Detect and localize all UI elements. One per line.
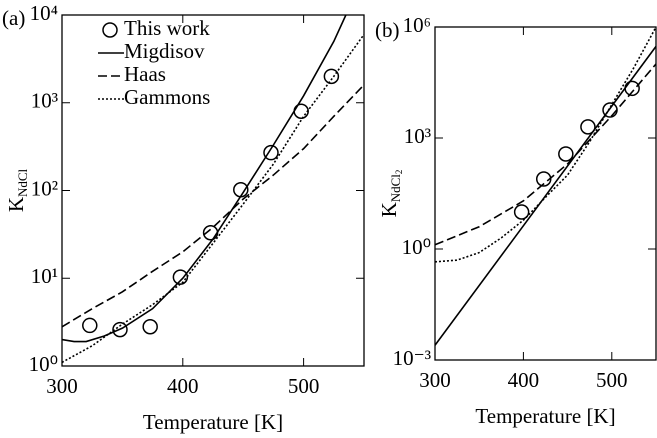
data-point	[513, 204, 530, 220]
legend-label: This work	[124, 16, 210, 40]
y-label-subsub: 2	[394, 170, 404, 175]
y-tick-label: 10⁻³	[393, 346, 431, 370]
x-axis-label: Temperature [K]	[143, 410, 283, 434]
data-point	[172, 269, 189, 285]
plot-frame	[434, 26, 657, 361]
line-series	[62, 84, 364, 328]
x-tick-label: 500	[288, 374, 320, 398]
data-point	[112, 321, 128, 338]
y-label-sub: NdCl	[388, 174, 403, 203]
x-tick-label: 500	[596, 368, 628, 392]
x-tick-label: 300	[419, 368, 451, 392]
y-tick-label: 10³	[31, 89, 58, 113]
legend-label: Haas	[124, 62, 166, 86]
y-tick-label: 10⁶	[403, 13, 431, 37]
y-tick-label: 10⁴	[30, 1, 58, 25]
data-point	[82, 317, 98, 334]
data-point	[580, 119, 596, 135]
y-tick-label: 10⁰	[29, 352, 58, 376]
y-axis-label: KNdCl	[4, 168, 30, 212]
y-label-sub: NdCl	[15, 168, 30, 197]
x-axis-label: Temperature [K]	[475, 404, 615, 428]
data-point	[558, 146, 574, 162]
y-tick-label: 10¹	[31, 264, 58, 288]
line-series	[62, 15, 347, 343]
panel-label: (a)	[2, 6, 25, 30]
panel-label: (b)	[375, 18, 400, 42]
legend-label: Migdisov	[124, 39, 205, 63]
line-series	[435, 27, 656, 263]
data-point	[263, 144, 279, 161]
x-tick-label: 400	[508, 368, 540, 392]
y-tick-label: 10²	[31, 176, 58, 200]
y-tick-label: 10³	[404, 124, 431, 148]
plot-frame	[61, 14, 365, 367]
line-series	[62, 33, 364, 364]
legend-label: Gammons	[124, 85, 210, 109]
y-axis-label: KNdCl2	[377, 170, 404, 218]
line-series	[435, 63, 656, 246]
y-label-main: K	[377, 202, 401, 217]
x-tick-label: 400	[167, 374, 199, 398]
x-tick-label: 300	[46, 374, 78, 398]
data-point	[142, 319, 158, 335]
y-tick-label: 10⁰	[402, 235, 431, 259]
y-label-main: K	[4, 197, 28, 212]
data-point	[323, 68, 340, 85]
legend-marker	[102, 22, 118, 38]
line-series	[435, 45, 656, 346]
data-point	[624, 80, 640, 97]
